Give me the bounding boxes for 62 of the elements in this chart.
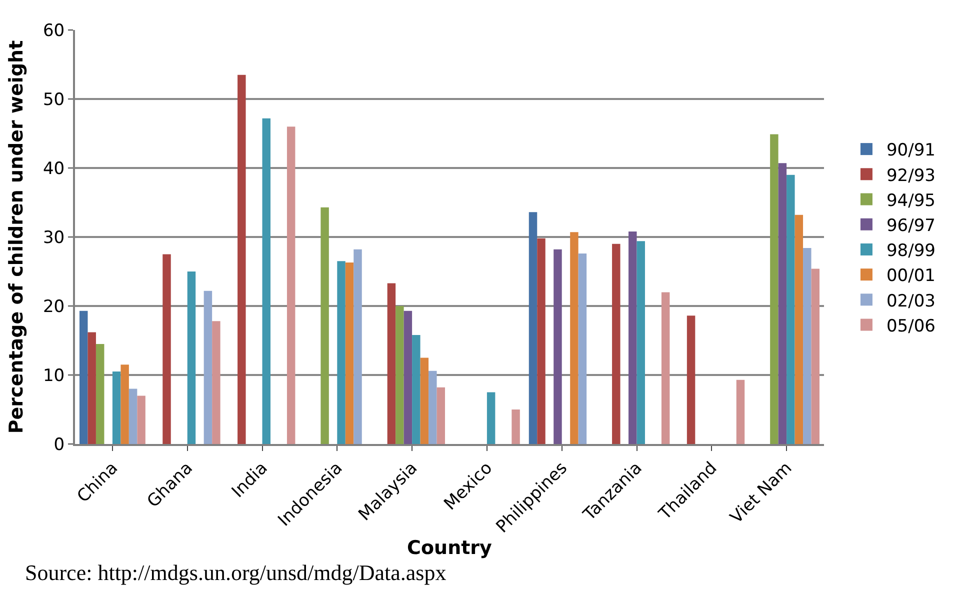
y-axis-title: Percentage of children under weight: [5, 40, 28, 434]
bar: [404, 310, 412, 444]
bar: [262, 118, 270, 444]
bar: [396, 306, 404, 444]
bar: [636, 241, 645, 444]
legend-label: 92/93: [886, 166, 936, 186]
bar: [628, 231, 637, 444]
y-tick-label: 60: [42, 20, 65, 41]
bar: [238, 74, 246, 444]
bar: [354, 249, 362, 444]
y-tick-label: 30: [42, 228, 65, 248]
bar: [387, 283, 396, 444]
bar: [112, 372, 121, 444]
bar: [770, 134, 778, 444]
bar: [187, 272, 196, 444]
legend-label: 94/95: [886, 190, 936, 211]
bar: [786, 174, 795, 444]
legend-label: 02/03: [886, 291, 936, 312]
bar: [578, 254, 587, 444]
bar: [486, 392, 496, 444]
bar: [612, 244, 620, 444]
bar: [661, 292, 670, 444]
legend-label: 05/06: [886, 316, 936, 336]
bar: [428, 370, 437, 444]
bar: [128, 388, 138, 444]
y-tick-label: 40: [42, 158, 65, 179]
bar: [88, 332, 96, 444]
bar: [794, 214, 804, 444]
bar: [337, 261, 346, 444]
bar: [345, 262, 354, 444]
y-tick-label: 50: [42, 90, 65, 110]
bar: [686, 316, 696, 444]
bar: [162, 254, 171, 444]
legend-label: 96/97: [886, 216, 936, 236]
bar: [286, 126, 296, 444]
y-tick-label: 0: [54, 434, 65, 455]
bar: [803, 248, 812, 444]
bar: [96, 344, 104, 444]
bar: [537, 238, 546, 444]
bar: [212, 321, 220, 444]
bar: [412, 334, 420, 444]
y-tick-label: 20: [42, 296, 65, 317]
bar: [79, 310, 88, 444]
bar: [736, 380, 745, 444]
bar: [436, 387, 446, 444]
bar: [512, 410, 520, 444]
bar: [554, 249, 562, 444]
source-note: Source: http://mdgs.un.org/unsd/mdg/Data.aspx: [25, 560, 446, 585]
legend-label: 90/91: [886, 140, 936, 161]
legend-label: 00/01: [886, 266, 936, 286]
legend-label: 98/99: [886, 241, 936, 262]
x-axis-title: Country: [407, 537, 493, 560]
bar: [420, 358, 429, 444]
bar: [120, 364, 129, 444]
bar: [320, 207, 329, 444]
y-tick-label: 10: [42, 366, 65, 386]
bar: [137, 396, 146, 444]
bar: [528, 212, 538, 444]
bar: [778, 163, 787, 444]
bar: [811, 268, 820, 444]
bar: [204, 290, 212, 444]
bar: [570, 232, 578, 444]
